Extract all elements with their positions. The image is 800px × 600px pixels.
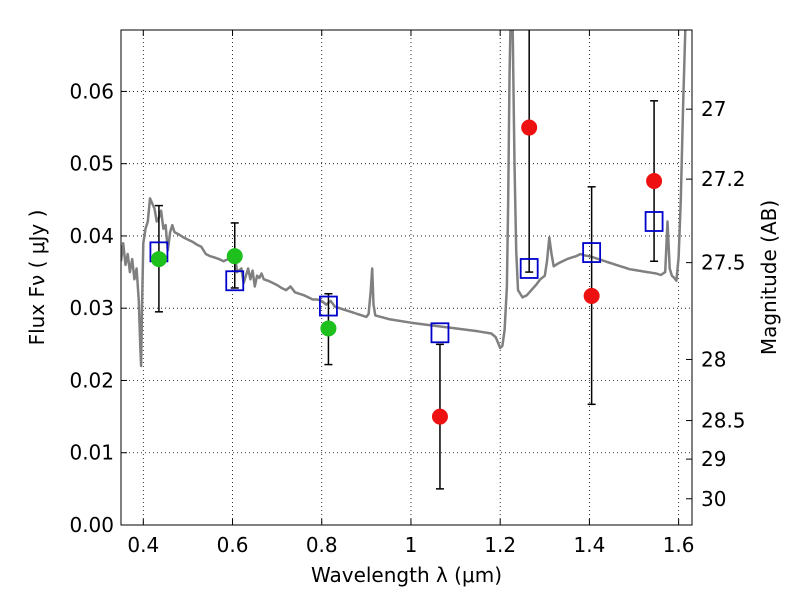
y-tick-label: 0.00: [69, 513, 114, 537]
model-square-marker: [519, 258, 539, 279]
low-significance-marker: [583, 287, 600, 304]
observed-photometry-series: [150, 119, 663, 425]
x-tick-label: 1.6: [663, 533, 695, 557]
model-square-marker: [319, 295, 338, 317]
right-tick-label: 30: [701, 487, 726, 511]
tick-marks: [121, 30, 692, 526]
detections-marker: [320, 320, 337, 337]
y-tick-label: 0.06: [69, 79, 114, 103]
right-tick-label: 28: [701, 347, 726, 371]
x-tick-label: 0.6: [217, 533, 249, 557]
y-tick-label: 0.01: [69, 441, 114, 465]
model-square-marker: [225, 270, 245, 292]
low-significance-marker: [646, 173, 663, 190]
detections-marker: [226, 248, 243, 265]
model-square-marker: [430, 322, 450, 344]
errorbar-group: [154, 30, 659, 490]
x-tick-label: 0.8: [306, 533, 338, 557]
right-axis-title: Magnitude (AB): [757, 200, 781, 355]
right-tick-label: 29: [701, 447, 726, 471]
grid: [121, 30, 692, 526]
right-tick-label: 27.2: [701, 167, 746, 191]
x-tick-label: 0.4: [127, 533, 159, 557]
y-axis-title: Flux Fν ( μJy ): [25, 210, 49, 346]
model-square-marker: [644, 211, 664, 232]
y-tick-label: 0.04: [69, 224, 114, 248]
y-tick-label: 0.02: [69, 368, 114, 392]
right-tick-label: 28.5: [701, 409, 746, 433]
x-tick-label: 1.4: [573, 533, 605, 557]
low-significance-marker: [521, 119, 538, 136]
spectrum-line: [121, 30, 687, 368]
x-axis-title: Wavelength λ (μm): [311, 563, 502, 587]
spectrum-series: [121, 30, 687, 368]
right-tick-label: 27: [701, 97, 726, 121]
model-photometry-series: [149, 211, 664, 344]
y-tick-label: 0.05: [69, 152, 114, 176]
x-tick-label: 1: [405, 533, 418, 557]
detections-marker: [150, 251, 167, 268]
plot-frame: [120, 29, 693, 526]
right-tick-label: 27.5: [701, 251, 746, 275]
low-significance-marker: [431, 408, 448, 425]
y-tick-label: 0.03: [69, 296, 114, 320]
x-tick-label: 1.2: [484, 533, 516, 557]
tick-labels: 0.4 0.6 0.8 1 1.2 1.4 1.6 0.00 0.01 0.02 0.03 0.04 0…: [69, 79, 745, 557]
model-square-marker: [582, 242, 602, 263]
